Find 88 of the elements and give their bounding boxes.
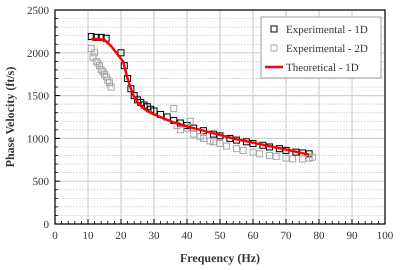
point bbox=[266, 152, 273, 160]
point bbox=[299, 155, 306, 162]
point bbox=[206, 137, 214, 144]
x-tick-label: 80 bbox=[314, 230, 325, 242]
point bbox=[210, 130, 217, 138]
point bbox=[176, 126, 184, 134]
y-tick-label: 1500 bbox=[27, 90, 50, 103]
point bbox=[226, 134, 234, 142]
point bbox=[89, 54, 96, 61]
point bbox=[134, 96, 141, 104]
y-tick-label: 2500 bbox=[27, 5, 50, 17]
point bbox=[88, 33, 95, 40]
point bbox=[250, 140, 256, 148]
point bbox=[106, 79, 113, 86]
point bbox=[266, 143, 273, 150]
point bbox=[88, 45, 95, 52]
point bbox=[102, 73, 110, 80]
point bbox=[200, 127, 207, 134]
point bbox=[259, 142, 266, 149]
point bbox=[98, 34, 105, 41]
point bbox=[190, 130, 198, 138]
x-tick-label: 0 bbox=[52, 230, 58, 242]
point bbox=[289, 155, 296, 162]
x-tick-label: 20 bbox=[116, 230, 127, 242]
point bbox=[91, 49, 98, 56]
point bbox=[308, 154, 316, 161]
y-tick-label: 2000 bbox=[27, 48, 50, 60]
point bbox=[124, 74, 132, 82]
point bbox=[240, 146, 247, 154]
point bbox=[242, 138, 250, 146]
x-tick-label: 10 bbox=[82, 230, 94, 242]
x-tick-label: 30 bbox=[148, 230, 160, 242]
point bbox=[256, 150, 264, 158]
point bbox=[99, 68, 106, 76]
point bbox=[292, 148, 300, 156]
x-tick-label: 90 bbox=[346, 230, 358, 242]
point bbox=[282, 154, 290, 162]
point bbox=[104, 76, 112, 84]
point bbox=[157, 110, 164, 118]
y-tick-label: 0 bbox=[44, 219, 50, 231]
point bbox=[108, 84, 115, 91]
point bbox=[282, 146, 290, 154]
x-axis-title: Frequency (Hz) bbox=[180, 251, 260, 265]
point bbox=[176, 119, 184, 126]
x-tick-label: 40 bbox=[182, 230, 193, 242]
point bbox=[184, 124, 190, 132]
point bbox=[233, 136, 240, 144]
legend-label: Experimental - 2D bbox=[286, 43, 368, 55]
point bbox=[96, 62, 104, 70]
y-tick-label: 1000 bbox=[27, 133, 50, 146]
y-axis-title: Phase Velocity (ft/s) bbox=[3, 66, 17, 168]
point bbox=[137, 98, 144, 106]
point bbox=[102, 34, 110, 42]
point bbox=[94, 60, 102, 67]
y-tick-label: 500 bbox=[32, 176, 50, 188]
point bbox=[250, 148, 256, 156]
point bbox=[174, 122, 181, 130]
legend-label: Experimental - 1D bbox=[286, 24, 368, 36]
point bbox=[306, 150, 313, 158]
x-tick-label: 60 bbox=[248, 230, 259, 242]
point bbox=[130, 92, 138, 100]
point bbox=[216, 140, 224, 148]
x-tick-label: 70 bbox=[280, 230, 292, 242]
point bbox=[210, 138, 217, 146]
point bbox=[272, 152, 280, 160]
point bbox=[164, 114, 171, 120]
point bbox=[306, 154, 313, 162]
point bbox=[223, 142, 230, 150]
point bbox=[92, 58, 100, 65]
x-tick-label: 50 bbox=[214, 230, 226, 242]
point bbox=[140, 102, 148, 109]
x-tick-label: 100 bbox=[376, 230, 394, 242]
point bbox=[120, 62, 128, 70]
point bbox=[150, 108, 158, 115]
point bbox=[170, 116, 178, 124]
point bbox=[196, 133, 204, 140]
point bbox=[186, 118, 194, 125]
point bbox=[92, 34, 100, 41]
point bbox=[216, 132, 224, 140]
point bbox=[147, 106, 154, 113]
point bbox=[233, 145, 240, 152]
point bbox=[170, 104, 178, 112]
point bbox=[98, 66, 105, 74]
point bbox=[127, 85, 134, 92]
point bbox=[276, 145, 283, 152]
point bbox=[101, 70, 108, 78]
legend-label: Theoretical - 1D bbox=[286, 62, 359, 74]
point bbox=[200, 134, 207, 142]
